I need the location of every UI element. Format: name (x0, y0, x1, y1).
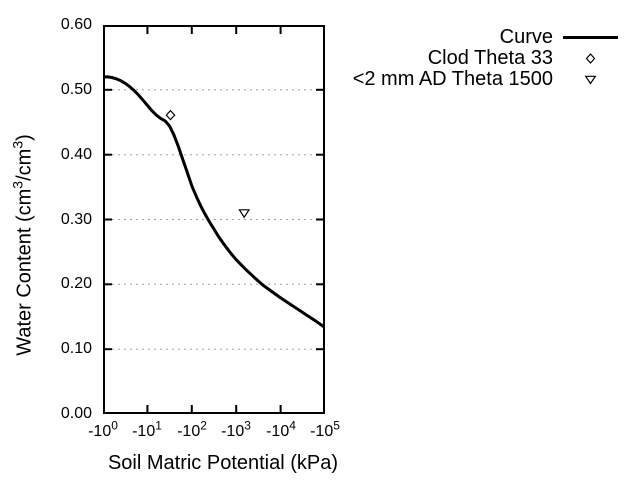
clod-theta-33-marker (165, 109, 176, 121)
x-tick-base: -10 (221, 423, 245, 440)
triangle-down-icon (563, 69, 618, 90)
y-tick-label-0.40: 0.40 (60, 146, 92, 163)
y-tick-label-0.10: 0.10 (60, 340, 92, 357)
diamond-icon (563, 48, 618, 69)
x-tick-exponent: 5 (333, 418, 340, 433)
y-tick-label-0.50: 0.50 (60, 81, 92, 98)
x-tick-label-1e2: -102 (167, 420, 217, 447)
y-axis-title-text: ) (13, 134, 36, 141)
x-tick-base: -10 (88, 423, 112, 440)
x-tick-label-1e5: -105 (300, 420, 350, 447)
x-tick-exponent: 3 (244, 418, 251, 433)
y-tick-label-0.60: 0.60 (60, 16, 92, 33)
y-axis-title-sup: 3 (9, 140, 26, 149)
x-tick-base: -10 (132, 423, 156, 440)
x-tick-label-1e0: -100 (78, 420, 128, 447)
x-tick-exponent: 2 (200, 418, 207, 433)
x-tick-base: -10 (266, 423, 290, 440)
legend-label-clod-theta-33: Clod Theta 33 (427, 47, 553, 69)
ad-theta-1500-marker (238, 209, 251, 219)
plot-area (103, 25, 325, 414)
x-tick-label-1e3: -103 (211, 420, 261, 447)
legend-label-ad-theta-1500: <2 mm AD Theta 1500 (352, 68, 553, 90)
x-tick-exponent: 0 (111, 418, 118, 433)
x-tick-label-1e4: -104 (256, 420, 306, 447)
legend: Curve Clod Theta 33 <2 mm AD Theta 1500 (333, 26, 618, 90)
y-tick-label-0.00: 0.00 (60, 405, 92, 422)
x-tick-exponent: 1 (155, 418, 162, 433)
y-tick-label-0.20: 0.20 (60, 275, 92, 292)
x-axis-title: Soil Matric Potential (kPa) (107, 452, 339, 474)
y-tick-label-0.30: 0.30 (60, 211, 92, 228)
y-axis-title-sup: 3 (9, 180, 26, 189)
legend-item-clod-theta-33: Clod Theta 33 (333, 47, 618, 69)
x-tick-label-1e1: -101 (122, 420, 172, 447)
legend-item-ad-theta-1500: <2 mm AD Theta 1500 (333, 68, 618, 90)
x-tick-base: -10 (177, 423, 201, 440)
legend-item-curve: Curve (333, 26, 618, 48)
x-tick-base: -10 (310, 423, 334, 440)
line-sample-icon (563, 27, 618, 48)
y-axis-title: Water Content (cm3/cm3) (10, 134, 37, 356)
plot-border (103, 25, 325, 414)
x-tick-exponent: 4 (289, 418, 296, 433)
curve-line (103, 75, 325, 328)
legend-label-curve: Curve (499, 26, 553, 48)
